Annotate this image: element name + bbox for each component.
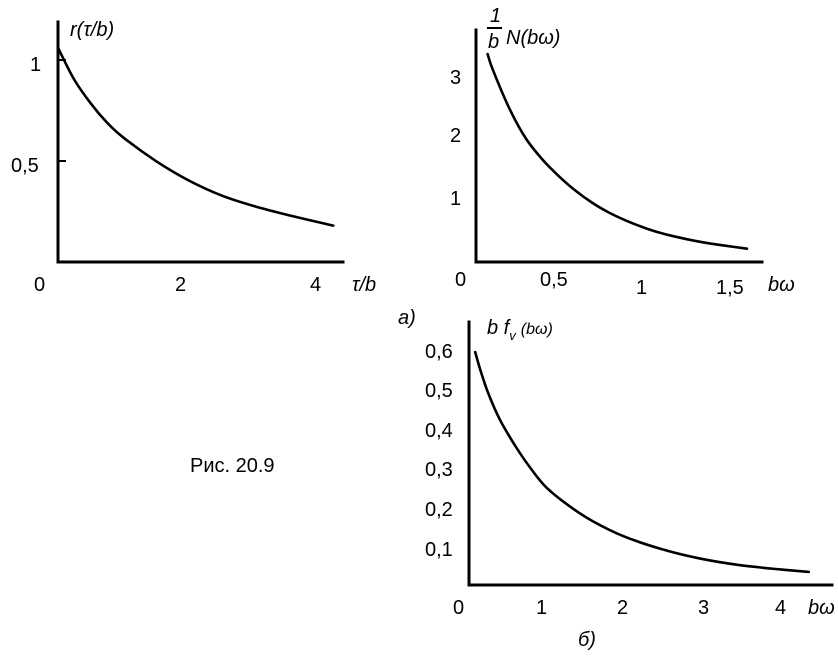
chart-fv-of-bomega: b fv (bω) bω 0,6 0,5 0,4 0,3 0,2 0,1 0 1 … <box>425 317 835 651</box>
chart-r-of-tau: r(τ/b) τ/b 1 0,5 0 2 4 <box>11 19 376 296</box>
chart3-x-tick-label-3: 3 <box>698 597 709 619</box>
figure-caption: Рис. 20.9 <box>190 455 275 477</box>
chart1-y-tick-label-0-5: 0,5 <box>11 155 39 177</box>
chart1-x-tick-label-4: 4 <box>310 274 321 296</box>
panel-b-label: б) <box>578 629 596 651</box>
chart1-x-tick-label-2: 2 <box>175 274 186 296</box>
chart3-y-tick-label-0-6: 0,6 <box>425 341 453 363</box>
chart3-y-tick-label-0-2: 0,2 <box>425 499 453 521</box>
panel-a-label: a) <box>398 307 416 329</box>
chart1-y-tick-label-1: 1 <box>30 54 41 76</box>
chart3-y-axis-label: b fv (bω) <box>487 317 553 343</box>
chart-N-of-bomega: 1 b N(bω) bω 3 2 1 0 0,5 1 1,5 a) <box>398 5 795 329</box>
chart3-y-tick-label-0-5: 0,5 <box>425 380 453 402</box>
chart3-y-tick-label-0-3: 0,3 <box>425 459 453 481</box>
chart3-y-tick-label-0-1: 0,1 <box>425 539 453 561</box>
chart1-x-axis-label: τ/b <box>352 274 376 296</box>
chart3-x-axis-label: bω <box>808 597 835 619</box>
chart1-x-tick-label-0: 0 <box>34 274 45 296</box>
chart2-y-tick-label-1: 1 <box>450 188 461 210</box>
chart3-y-label-tail: (bω) <box>521 321 553 338</box>
chart1-series-line <box>56 46 335 227</box>
chart2-x-axis-label: bω <box>768 274 795 296</box>
chart2-y-axis-label: N(bω) <box>506 27 560 49</box>
chart3-x-tick-label-0: 0 <box>453 597 464 619</box>
chart3-x-tick-label-1: 1 <box>536 597 547 619</box>
chart3-y-tick-label-0-4: 0,4 <box>425 420 453 442</box>
chart3-x-tick-label-2: 2 <box>617 597 628 619</box>
chart2-y-tick-label-2: 2 <box>450 125 461 147</box>
chart2-x-tick-label-1: 1 <box>636 277 647 299</box>
chart2-x-tick-label-0-5: 0,5 <box>540 269 568 291</box>
chart3-y-label-main: b f <box>487 317 512 339</box>
chart2-y-tick-label-3: 3 <box>450 67 461 89</box>
chart2-x-tick-label-0: 0 <box>455 269 466 291</box>
chart3-series-line <box>473 350 811 574</box>
chart3-x-tick-label-4: 4 <box>775 597 786 619</box>
chart2-y-label-fraction-numerator: 1 <box>490 5 501 27</box>
chart1-y-axis-label: r(τ/b) <box>70 19 114 41</box>
chart2-y-label-fraction-denominator: b <box>488 31 499 53</box>
chart2-x-tick-label-1-5: 1,5 <box>716 277 744 299</box>
chart3-y-label-sub: v <box>509 328 517 343</box>
chart2-series-line <box>486 52 749 250</box>
